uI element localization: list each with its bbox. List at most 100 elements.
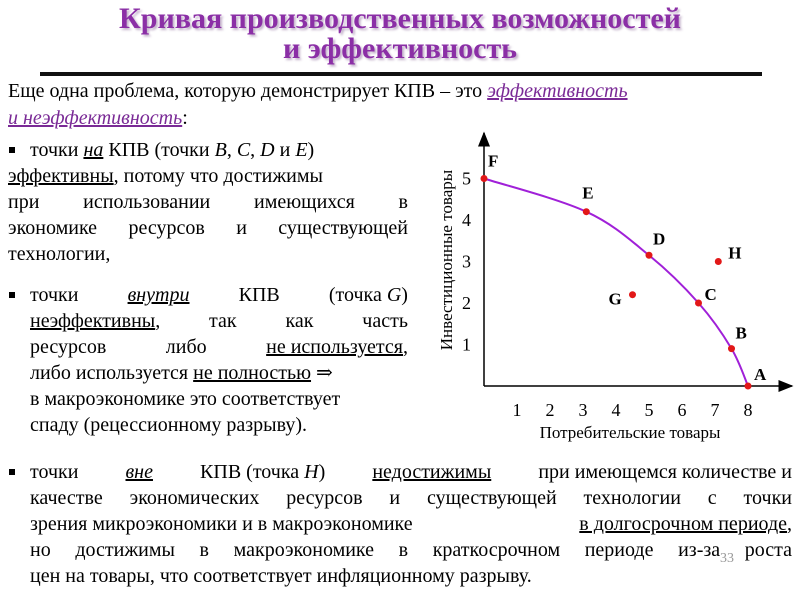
text-not-used: не используется (266, 336, 403, 358)
text: зрения микроэкономики и в макроэкономике (30, 513, 413, 535)
curve-point-c-marker (695, 299, 702, 307)
bullet2-line4: либо используется не полностью ⇒ (30, 361, 333, 386)
curve-point-b-marker (728, 345, 735, 353)
intro-line1: Еще одна проблема, которую демонстрирует… (8, 79, 628, 104)
text: , (250, 139, 256, 161)
text: при имеющемся количестве и (538, 461, 792, 483)
page-title: Кривая производственных возможностей (119, 2, 681, 35)
intro-highlight-inefficiency: и неэффективность (8, 107, 183, 129)
text-inefficient: неэффективны (30, 310, 156, 332)
y-axis-label: Инвестиционные товары (437, 169, 456, 350)
bullet3-line4: но достижимы в макроэкономике в краткоср… (30, 539, 792, 561)
text: КПВ (точка (200, 461, 300, 483)
x-tick-label: 1 (513, 400, 522, 420)
x-tick-label: 5 (645, 400, 654, 420)
intro-text: Еще одна проблема, которую демонстрирует… (8, 80, 483, 102)
text: , (226, 139, 232, 161)
text: КПВ (точки (108, 139, 210, 161)
text: (точка (328, 284, 382, 306)
x-tick-label: 6 (678, 400, 687, 420)
point-label-c: C (236, 139, 251, 161)
text: ) (307, 139, 315, 161)
curve-point-e-marker (582, 208, 590, 216)
bullet1-line1: точки на КПВ (точки B, C, D и E) (30, 138, 314, 163)
curve-point-f-marker (480, 175, 488, 182)
text: как (285, 310, 314, 332)
y-tick-label: 2 (462, 293, 471, 313)
curve-point-e-label: E (582, 184, 593, 203)
curve-point-b-label: B (736, 324, 747, 343)
page-number: 33 (720, 551, 734, 566)
point-label-g: G (386, 284, 402, 306)
text: часть (362, 310, 408, 332)
text-inside: внутри (127, 284, 190, 306)
bullet3-line2: качестве экономических ресурсов и сущест… (30, 487, 792, 509)
y-tick-label: 4 (462, 210, 471, 230)
text: так (209, 310, 237, 332)
bullet3-line3: зрения микроэкономики и в макроэкономике… (30, 512, 792, 537)
ppf-curve (483, 177, 749, 387)
x-tick-label: 7 (711, 400, 720, 420)
x-tick-label: 8 (744, 400, 753, 420)
text-effective: эффективны (8, 165, 114, 187)
point-label-b: B (214, 139, 227, 161)
point-label-h: H (304, 461, 319, 483)
y-tick-label: 1 (462, 335, 471, 355)
x-tick-label: 2 (546, 400, 555, 420)
text: , (787, 513, 792, 535)
point-g-label: G (609, 290, 622, 309)
text: , потому что достижимы (113, 165, 323, 187)
curve-point-f-label: F (488, 152, 498, 171)
text: ) (401, 284, 408, 306)
curve-point-c-label: C (705, 285, 717, 304)
point-g-marker (629, 291, 636, 299)
text-unreachable: недостижимы (372, 461, 492, 483)
bullet3-line5: цен на товары, что соответствует инфляци… (30, 565, 532, 587)
text-long-run: в долгосрочном периоде (579, 513, 787, 535)
bullet1-line2: эффективны, потому что достижимы (8, 164, 323, 189)
implies-arrow-icon: ⇒ (316, 362, 333, 384)
text: , (155, 310, 161, 332)
bullet1-line5: технологии, (8, 243, 111, 265)
point-h-marker (714, 258, 722, 265)
intro-highlight-efficiency: эффективность (487, 80, 628, 102)
x-tick-label: 3 (579, 400, 588, 420)
text: , (403, 336, 408, 358)
title-divider (40, 72, 762, 76)
bullet-marker-1 (9, 147, 15, 153)
text: либо используется (30, 362, 189, 384)
bullet3-line1: точки вне КПВ (точка H) недостижимы при … (30, 460, 792, 485)
bullet2-line5: в макроэкономике это соответствует (30, 388, 341, 410)
bullet-marker-2 (9, 292, 15, 298)
bullet-marker-3 (9, 469, 15, 475)
text: ресурсов (30, 336, 107, 358)
bullet2-line3: ресурсов либо не используется, (30, 335, 408, 360)
intro-line2: и неэффективность: (8, 106, 188, 131)
text-on: на (83, 139, 104, 161)
text: и (279, 139, 291, 161)
point-h-label: H (728, 244, 741, 263)
ppf-chart: Инвестиционные товары Потребительские то… (437, 131, 794, 442)
curve-point-a-label: A (754, 365, 767, 384)
text: точки (30, 284, 79, 306)
text: ) (318, 461, 326, 483)
text-outside: вне (125, 461, 153, 483)
intro-colon: : (182, 107, 188, 129)
bullet1-line4: экономике ресурсов и существующей (8, 217, 408, 239)
bullet2-line6: спаду (рецессионному разрыву). (30, 414, 308, 436)
text-not-fully: не полностью (193, 362, 312, 384)
text: либо (165, 336, 207, 358)
bullet1-line3: при использовании имеющихся в (8, 191, 408, 213)
y-tick-label: 5 (462, 169, 471, 189)
bullet2-line1: точки внутри КПВ (точка G) (30, 283, 408, 308)
text: КПВ (238, 284, 280, 306)
x-axis-label: Потребительские товары (540, 423, 721, 442)
point-label-e: E (295, 139, 308, 161)
curve-point-d-marker (645, 251, 653, 259)
curve-point-a-marker (744, 382, 752, 390)
text: точки (30, 461, 79, 483)
y-tick-label: 3 (462, 252, 471, 272)
curve-point-d-label: D (653, 229, 665, 248)
page-title-line2: и эффективность (282, 32, 518, 65)
